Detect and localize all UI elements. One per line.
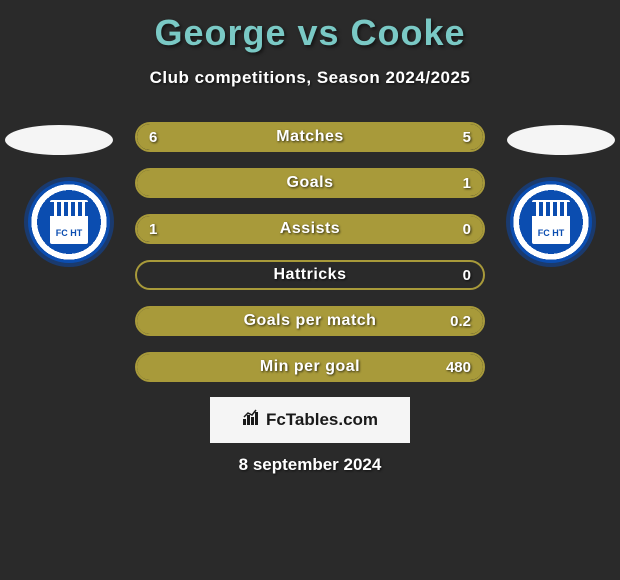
fctables-label: FcTables.com (266, 410, 378, 430)
badge-shield-icon: FC HT (532, 200, 570, 244)
stat-label: Matches (137, 124, 483, 150)
stat-label: Assists (137, 216, 483, 242)
stat-value-right: 1 (463, 170, 471, 196)
stat-label: Goals (137, 170, 483, 196)
stat-label: Hattricks (137, 262, 483, 288)
stat-value-right: 0.2 (450, 308, 471, 334)
stat-row-hattricks: Hattricks 0 (135, 260, 485, 290)
stat-row-goals-per-match: Goals per match 0.2 (135, 306, 485, 336)
stat-row-matches: 6 Matches 5 (135, 122, 485, 152)
club-badge-right: FC HT (506, 177, 596, 267)
comparison-subtitle: Club competitions, Season 2024/2025 (0, 68, 620, 88)
fctables-watermark: FcTables.com (210, 397, 410, 443)
comparison-title: George vs Cooke (0, 0, 620, 54)
stat-value-right: 5 (463, 124, 471, 150)
chart-icon (242, 409, 260, 431)
stat-label: Min per goal (137, 354, 483, 380)
player-avatar-left (5, 125, 113, 155)
stat-value-right: 0 (463, 216, 471, 242)
stats-container: 6 Matches 5 Goals 1 1 Assists 0 Hattrick… (135, 122, 485, 398)
player-avatar-right (507, 125, 615, 155)
comparison-date: 8 september 2024 (0, 455, 620, 475)
stat-row-goals: Goals 1 (135, 168, 485, 198)
stat-value-right: 0 (463, 262, 471, 288)
stat-label: Goals per match (137, 308, 483, 334)
badge-shield-icon: FC HT (50, 200, 88, 244)
stat-value-right: 480 (446, 354, 471, 380)
stat-row-min-per-goal: Min per goal 480 (135, 352, 485, 382)
stat-row-assists: 1 Assists 0 (135, 214, 485, 244)
club-badge-left: FC HT (24, 177, 114, 267)
